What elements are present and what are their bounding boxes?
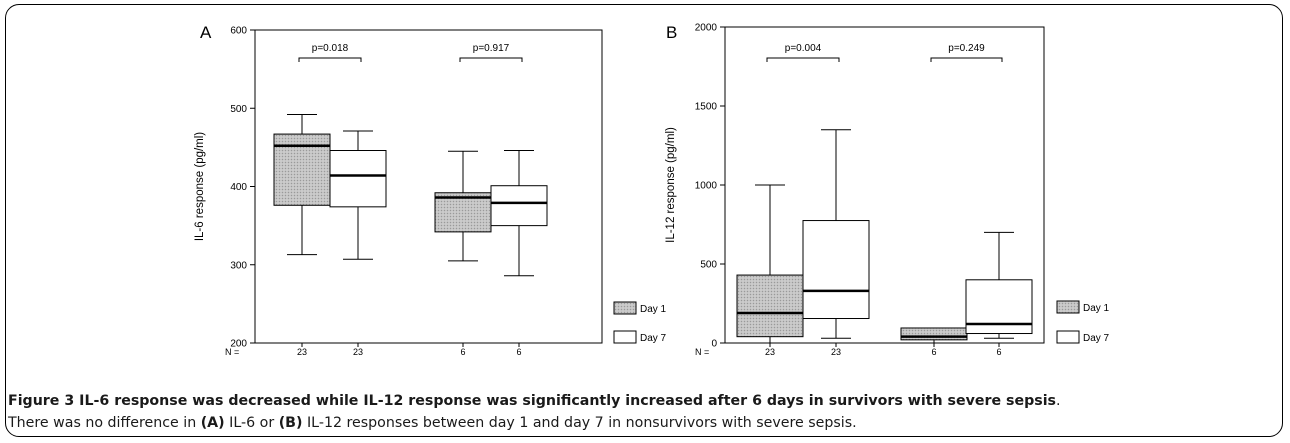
n-count: 6 [460,347,465,357]
pvalue-bracket [930,57,1003,62]
y-tick-label: 200 [230,339,247,350]
y-axis-label: IL-12 response (pg/ml) [665,127,677,243]
pvalue-bracket [298,57,362,62]
panel-label: A [200,23,212,42]
y-tick-label: 400 [230,182,247,193]
y-axis-label: IL-6 response (pg/ml) [194,132,206,241]
caption-text-3: IL-12 responses between day 1 and day 7 … [302,415,857,431]
pvalue-label: p=0.917 [473,43,510,54]
box-day7-nonsurvivors [965,231,1033,339]
n-count: 23 [765,347,775,357]
legend-swatch-day7 [1056,330,1080,344]
n-label: N = [695,347,709,357]
n-count: 6 [516,347,521,357]
legend-label: Day 7 [1083,333,1110,344]
chart-panel-b: B 0 500 1000 1500 2000 IL-12 response (pg/ml) N… [665,23,1110,361]
n-count: 23 [353,347,363,357]
caption-b-label: (B) [278,415,303,431]
legend-swatch-day1 [613,301,637,315]
box-day1-survivors [273,114,331,256]
figure-plots: A 200 300 400 500 600 IL-6 response (pg/ml) N =… [194,23,1110,361]
n-count: 6 [931,347,936,357]
group-label: Survivors [783,359,823,360]
box-day1-nonsurvivors [900,327,968,344]
box-body [434,192,492,233]
y-tick-label: 500 [230,104,247,115]
group-label: Non-survivors [937,359,996,360]
n-count: 23 [831,347,841,357]
chart-panel-a: A 200 300 400 500 600 IL-6 response (pg/ml) N =… [194,23,667,360]
box-body [490,185,548,227]
group-label: Survivors [310,359,350,360]
caption-title: Figure 3 IL-6 response was decreased whi… [8,393,1057,409]
y-tick-label: 1500 [695,102,718,113]
n-count: 23 [297,347,307,357]
y-tick-label: 300 [230,260,247,271]
figure-caption: Figure 3 IL-6 response was decreased whi… [8,390,1280,434]
caption-text-2: IL-6 or [224,415,279,431]
y-tick-label: 600 [230,26,247,37]
y-tick-label: 1000 [695,181,718,192]
n-count: 6 [996,347,1001,357]
y-tick-label: 2000 [695,23,718,34]
caption-a-label: (A) [200,415,225,431]
legend-label: Day 1 [640,304,667,315]
box-day7-survivors [802,129,870,339]
box-body [900,327,968,341]
box-body [965,279,1033,335]
pvalue-bracket [766,57,840,62]
pvalue-label: p=0.018 [312,43,349,54]
caption-text-1: There was no difference in [8,415,201,431]
legend-label: Day 1 [1083,303,1110,314]
box-day7-nonsurvivors [490,150,548,277]
group-label: Non-survivors [462,359,521,360]
y-tick-label: 0 [711,339,717,350]
figure-frame [5,4,1283,437]
legend-swatch-day1 [1056,300,1080,314]
legend-label: Day 7 [640,333,667,344]
box-day1-nonsurvivors [434,150,492,262]
box-day1-survivors [736,184,804,344]
panel-label: B [666,23,677,42]
n-label: N = [225,347,239,357]
box-body [802,220,870,320]
pvalue-label: p=0.249 [948,43,985,54]
box-body [329,150,387,208]
legend-swatch-day7 [613,330,637,344]
box-day7-survivors [329,130,387,260]
y-tick-label: 500 [700,260,717,271]
caption-title-end: . [1056,393,1061,409]
pvalue-bracket [459,57,523,62]
box-body [736,274,804,338]
pvalue-label: p=0.004 [785,43,822,54]
